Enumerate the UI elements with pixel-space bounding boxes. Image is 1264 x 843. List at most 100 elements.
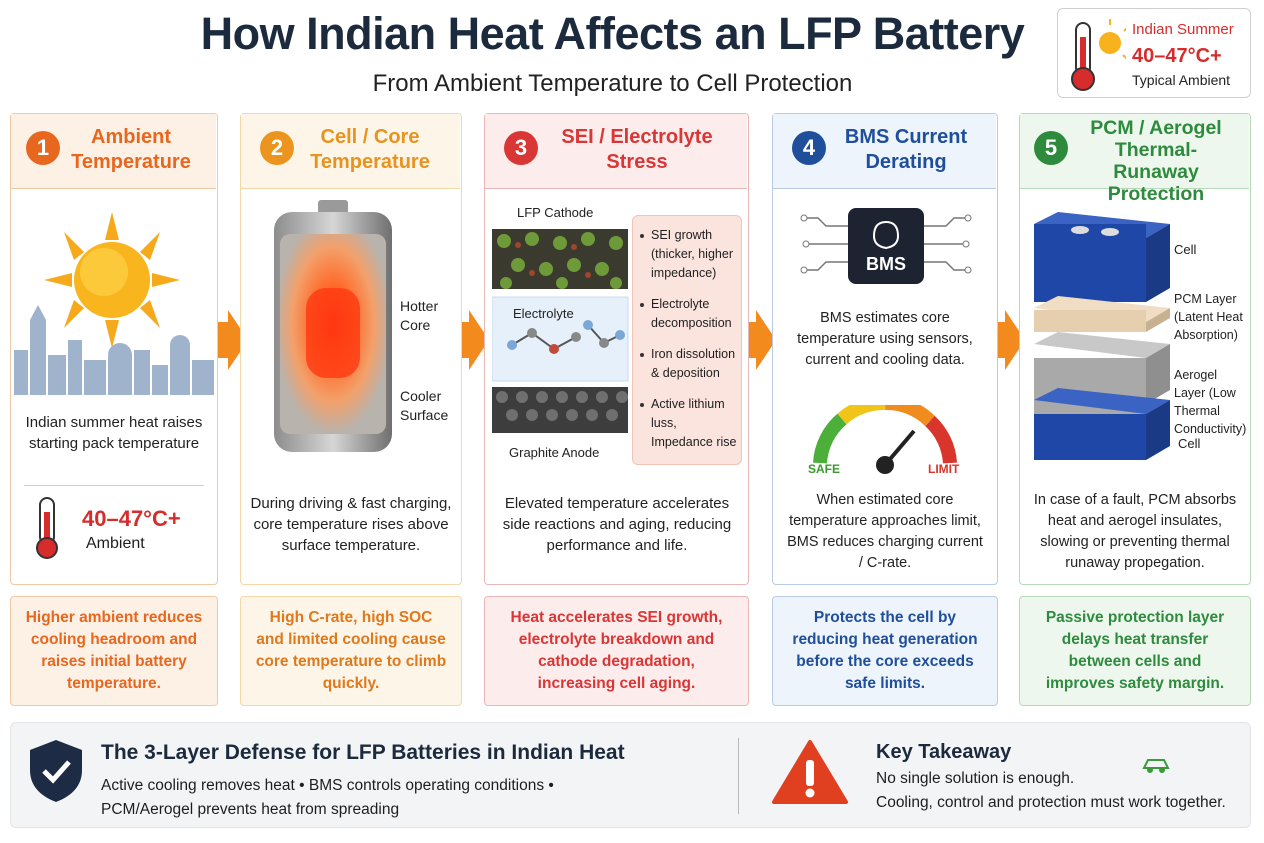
cell-layers-illustration-part: [497, 232, 623, 289]
protection-layers-part: [1034, 310, 1146, 332]
battery-illustration-part: [306, 288, 360, 378]
sun-city-illustration: [14, 212, 214, 395]
ambient-temp: 40–47°C+: [82, 506, 181, 531]
cell-layers-illustration-part-part: [546, 409, 558, 421]
chip-label: BMS: [866, 254, 906, 274]
cell-layers-illustration-part-part: [553, 236, 567, 250]
sun-city-illustration-part-part: [64, 232, 84, 260]
protection-layers-part: [1146, 224, 1170, 302]
sun-city-illustration-part-part: [14, 350, 28, 395]
sun-city-illustration-part-part: [105, 320, 119, 348]
cell-layers-illustration: [492, 229, 629, 433]
cell-layers-illustration-part: [515, 242, 591, 278]
sun-city-illustration-part-part: [68, 340, 82, 395]
shield-icon: [30, 740, 82, 802]
step-title: PCM / Aerogel Thermal-Runaway Protection: [1090, 117, 1222, 205]
cell-layers-illustration-part-part: [615, 330, 625, 340]
thermometer-sun-icon-part-part: [1123, 27, 1126, 32]
bms-chip-part: [848, 208, 924, 284]
sun-city-illustration-part-part: [30, 320, 46, 395]
cell-layers-illustration-part-part: [585, 272, 591, 278]
protection-layers-part: [1034, 388, 1170, 414]
thermometer-sun-icon-part: [1109, 19, 1126, 60]
protection-layers-part: [1034, 414, 1146, 460]
cell-layers-illustration-part-part: [527, 328, 537, 338]
cell-layers-illustration-part-part: [497, 234, 511, 248]
sun-city-illustration-part-part: [170, 335, 190, 395]
protection-layers-part: [1034, 224, 1146, 302]
step-title: SEI / Electrolyte Stress: [561, 126, 713, 173]
sun-city-illustration-part-part: [44, 273, 72, 287]
layer-label: Cell: [1178, 436, 1201, 451]
bms-chip-part-part: [806, 261, 848, 271]
cell-layers-illustration-part-part: [549, 344, 559, 354]
takeaway-line: Cooling, control and protection must wor…: [876, 794, 1226, 811]
cell-layers-illustration-part-part: [496, 391, 508, 403]
sun-city-illustration-part-part: [64, 300, 84, 328]
sun-city-illustration-part-part: [152, 365, 168, 395]
cell-layers-illustration-part-part: [516, 391, 528, 403]
title: How Indian Heat Affects an LFP Battery: [200, 8, 1025, 59]
bms-chip-part-part: [962, 240, 970, 248]
ev-logo: [1142, 759, 1170, 773]
derating-gauge-part: [925, 415, 957, 464]
step-description: BMS estimates core temperature using sen…: [797, 310, 973, 368]
effects-list: SEI growth (thicker, higher impedance) E…: [632, 215, 742, 465]
footer-panel: [10, 722, 1251, 828]
cell-layers-illustration-part-part: [571, 244, 577, 250]
label-text: Cooler Surface: [400, 388, 449, 423]
step-title: Ambient Temperature: [71, 126, 191, 173]
ev-logo-part: [1147, 767, 1153, 773]
step-title: Cell / Core Temperature: [310, 126, 430, 173]
protection-layers-part: [1146, 308, 1170, 332]
cell-layers-illustration-part-part: [595, 262, 609, 276]
cell-layers-illustration-part-part: [515, 242, 521, 248]
sun-city-illustration-part-part: [140, 300, 160, 328]
label-text: Hotter Core: [400, 298, 439, 333]
bms-chip-part: [800, 214, 972, 274]
protection-layers-part: [1146, 400, 1170, 460]
cell-layers-illustration-part-part: [586, 409, 598, 421]
step-number: 3: [504, 131, 538, 165]
step-description: Indian summer heat raises starting pack …: [25, 414, 203, 452]
layer-label: Electrolyte: [513, 304, 574, 323]
step-summary: Passive protection layer delays heat tra…: [1019, 596, 1251, 706]
sun-city-illustration-part-part: [105, 212, 119, 240]
derating-gauge-part: [884, 405, 935, 427]
flow-arrows-part-part: [457, 310, 489, 370]
cell-layers-illustration-part-part: [571, 332, 581, 342]
cell-layers-illustration-part-part: [581, 232, 595, 246]
protection-layers-part: [1101, 228, 1119, 236]
protection-layers-part: [1034, 332, 1170, 358]
sun-city-illustration-part-part: [152, 273, 180, 287]
step-description: Elevated temperature accelerates side re…: [502, 495, 732, 554]
cell-layers-illustration-part-part: [610, 277, 622, 289]
cell-layers-illustration-part-part: [616, 391, 628, 403]
protection-layers-part: [1071, 226, 1089, 234]
thermometer-sun-icon-part-part: [1122, 54, 1126, 60]
thermometer-icon-part: [36, 537, 58, 559]
derating-gauge-part: [876, 456, 894, 474]
effect-item: SEI growth (thicker, higher impedance): [639, 226, 737, 283]
bms-chip-part-part: [800, 214, 808, 222]
subtitle: From Ambient Temperature to Cell Protect…: [372, 70, 853, 97]
step-summary: High C-rate, high SOC and limited coolin…: [240, 596, 462, 706]
bms-chip-part-part: [964, 266, 972, 274]
sun-city-illustration-part-part: [140, 232, 160, 260]
effect-item: Electrolyte decomposition: [639, 295, 737, 333]
step-summary: Higher ambient reduces cooling headroom …: [10, 596, 218, 706]
battery-illustration-part: [318, 200, 348, 214]
bms-chip-part-part: [800, 266, 808, 274]
bms-chip-part-part: [806, 217, 848, 227]
derating-gauge: [813, 405, 957, 474]
protection-layers: [1034, 212, 1170, 460]
defense-text: Active cooling removes heat • BMS contro…: [101, 777, 554, 818]
thermometer-sun-icon-part: [1099, 32, 1121, 54]
step-number: 5: [1034, 131, 1068, 165]
gauge-label: LIMIT: [928, 462, 960, 476]
battery-illustration: [274, 200, 392, 452]
sun-city-illustration-part-part: [30, 305, 46, 320]
flow-arrows-part-part: [993, 310, 1025, 370]
